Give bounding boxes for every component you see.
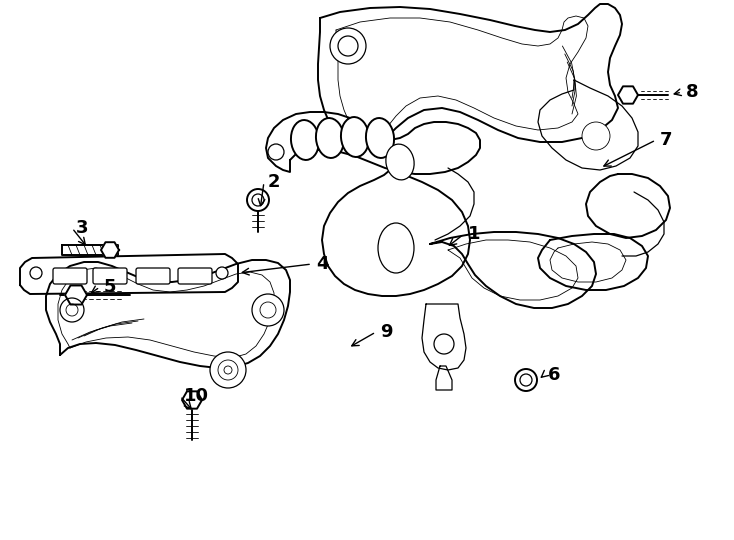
Ellipse shape <box>291 120 319 160</box>
Circle shape <box>582 122 610 150</box>
Polygon shape <box>436 366 452 390</box>
Polygon shape <box>266 112 480 174</box>
Circle shape <box>520 374 532 386</box>
FancyBboxPatch shape <box>93 268 127 284</box>
Text: 4: 4 <box>316 255 329 273</box>
Circle shape <box>252 194 264 206</box>
Circle shape <box>60 298 84 322</box>
Polygon shape <box>101 242 119 258</box>
Polygon shape <box>20 254 238 294</box>
Circle shape <box>224 366 232 374</box>
Circle shape <box>260 302 276 318</box>
Text: 9: 9 <box>380 323 393 341</box>
Circle shape <box>268 144 284 160</box>
Polygon shape <box>538 80 638 170</box>
Text: 10: 10 <box>184 387 209 405</box>
Circle shape <box>338 36 358 56</box>
Text: 8: 8 <box>686 83 699 101</box>
Circle shape <box>247 189 269 211</box>
Circle shape <box>66 304 78 316</box>
Polygon shape <box>586 174 670 238</box>
Text: 7: 7 <box>660 131 672 149</box>
Polygon shape <box>430 232 596 308</box>
Ellipse shape <box>366 118 394 158</box>
Text: 2: 2 <box>268 173 280 191</box>
Circle shape <box>434 334 454 354</box>
Polygon shape <box>65 286 87 305</box>
Ellipse shape <box>341 117 369 157</box>
Polygon shape <box>182 392 202 409</box>
Polygon shape <box>62 245 118 255</box>
FancyBboxPatch shape <box>136 268 170 284</box>
Ellipse shape <box>386 144 414 180</box>
Text: 6: 6 <box>548 366 561 384</box>
Circle shape <box>30 267 42 279</box>
Circle shape <box>515 369 537 391</box>
Polygon shape <box>618 86 638 104</box>
Circle shape <box>218 360 238 380</box>
Polygon shape <box>318 4 622 148</box>
Circle shape <box>330 28 366 64</box>
Polygon shape <box>538 234 648 290</box>
Text: 3: 3 <box>76 219 89 237</box>
Circle shape <box>210 352 246 388</box>
Circle shape <box>252 294 284 326</box>
Ellipse shape <box>316 118 344 158</box>
Polygon shape <box>46 260 290 368</box>
FancyBboxPatch shape <box>53 268 87 284</box>
FancyBboxPatch shape <box>178 268 212 284</box>
Text: 1: 1 <box>468 225 481 243</box>
Text: 5: 5 <box>104 278 117 296</box>
Ellipse shape <box>378 223 414 273</box>
Polygon shape <box>422 304 466 370</box>
Polygon shape <box>322 170 470 296</box>
Circle shape <box>216 267 228 279</box>
